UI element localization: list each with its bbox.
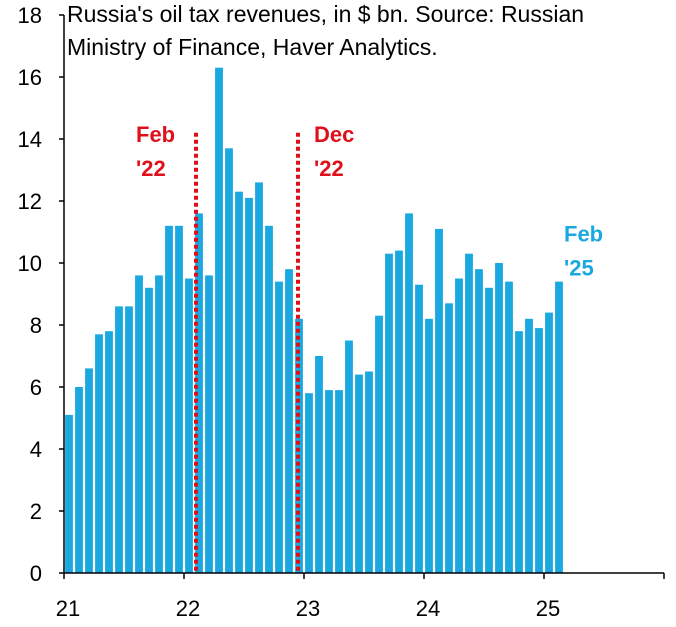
y-tick-label: 2	[30, 499, 42, 524]
bar	[65, 414, 73, 573]
bar	[425, 318, 433, 573]
y-tick-label: 14	[18, 127, 42, 152]
bar	[255, 182, 263, 573]
bar	[75, 387, 83, 573]
annotation-label-line-1: Dec	[314, 122, 354, 147]
bar	[435, 228, 443, 573]
bar	[555, 281, 563, 573]
bar-series	[65, 67, 563, 574]
bar	[365, 371, 373, 573]
annotation-label-line-2: '25	[564, 255, 594, 280]
bar	[165, 225, 173, 574]
bar	[195, 213, 203, 573]
bar	[225, 148, 233, 574]
annotation-labels: Feb '22 Dec '22 Feb '25	[136, 122, 603, 280]
annotation-label-line-1: Feb	[564, 221, 603, 246]
bar	[305, 393, 313, 573]
y-tick-label: 8	[30, 313, 42, 338]
x-tick-label: 21	[56, 596, 80, 621]
annotation-label-line-1: Feb	[136, 122, 175, 147]
chart-title-line-2: Ministry of Finance, Haver Analytics.	[67, 34, 438, 60]
bar	[175, 225, 183, 574]
bar	[315, 356, 323, 573]
bar	[475, 269, 483, 573]
bar	[85, 368, 93, 573]
bar	[345, 340, 353, 573]
bar	[535, 328, 543, 573]
bar	[325, 390, 333, 573]
x-tick-label: 24	[416, 596, 440, 621]
y-tick-label: 10	[18, 251, 42, 276]
bar	[355, 374, 363, 573]
annotation-lines	[194, 132, 300, 573]
bar	[525, 318, 533, 573]
y-tick-label: 0	[30, 561, 42, 586]
bar	[465, 253, 473, 573]
x-tick-label: 25	[536, 596, 560, 621]
bar	[235, 191, 243, 573]
bar	[515, 331, 523, 573]
x-axis-ticks: 21 22 23 24 25	[56, 573, 665, 621]
bar	[265, 225, 273, 574]
bar	[145, 287, 153, 573]
bar	[375, 315, 383, 573]
bar	[105, 331, 113, 573]
y-axis-ticks: 0 2 4 6 8 10 12 14 16 18	[18, 3, 64, 586]
x-tick-label: 22	[176, 596, 200, 621]
bar	[405, 213, 413, 573]
bar	[185, 278, 193, 573]
bar	[95, 334, 103, 573]
bar	[295, 318, 303, 573]
bar	[495, 263, 503, 573]
bar	[545, 312, 553, 573]
bar	[205, 275, 213, 573]
bar	[155, 275, 163, 573]
bar	[335, 390, 343, 573]
bar	[115, 306, 123, 573]
bar	[455, 278, 463, 573]
bar	[275, 281, 283, 573]
bar	[445, 303, 453, 573]
bar	[135, 275, 143, 573]
y-tick-label: 18	[18, 3, 42, 28]
bar	[485, 287, 493, 573]
annotation-label-line-2: '22	[314, 156, 344, 181]
bar	[505, 281, 513, 573]
annotation-label-line-2: '22	[136, 156, 166, 181]
bar	[395, 250, 403, 573]
axes	[63, 15, 664, 574]
y-tick-label: 4	[30, 437, 42, 462]
bar	[415, 284, 423, 573]
bar	[385, 253, 393, 573]
x-tick-label: 23	[296, 596, 320, 621]
y-tick-label: 16	[18, 65, 42, 90]
bar	[285, 269, 293, 573]
chart-title: Russia's oil tax revenues, in $ bn. Sour…	[67, 1, 584, 60]
y-tick-label: 12	[18, 189, 42, 214]
bar	[215, 67, 223, 573]
chart-title-line-1: Russia's oil tax revenues, in $ bn. Sour…	[67, 1, 584, 27]
bar	[245, 197, 253, 573]
y-tick-label: 6	[30, 375, 42, 400]
bar	[125, 306, 133, 573]
